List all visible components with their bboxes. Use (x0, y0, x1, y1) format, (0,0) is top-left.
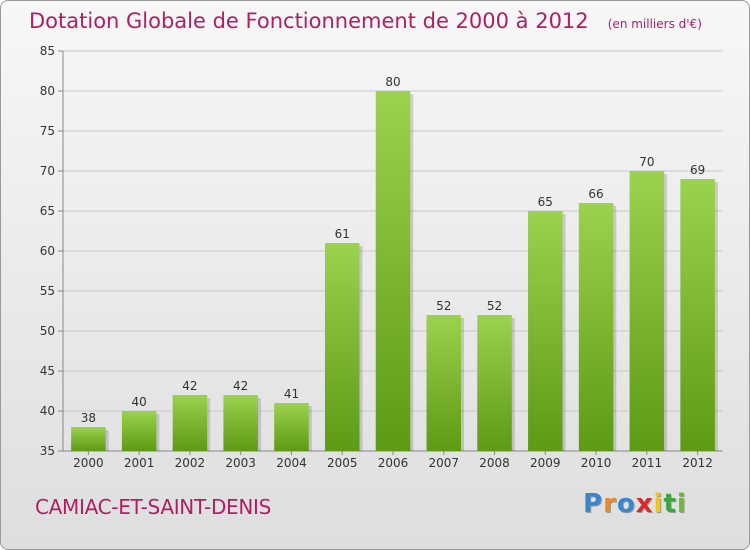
y-tick-label: 65 (40, 204, 55, 218)
bar (375, 91, 411, 451)
x-tick-label: 2000 (73, 456, 104, 470)
x-tick-label: 2012 (682, 456, 713, 470)
x-tick-label: 2007 (428, 456, 459, 470)
bar (274, 403, 309, 451)
chart-title: Dotation Globale de Fonctionnement de 20… (29, 9, 702, 33)
y-tick-label: 45 (40, 364, 55, 378)
y-tick-label: 50 (40, 324, 55, 338)
bar-value-label: 42 (182, 379, 197, 393)
bar (680, 179, 715, 451)
y-tick-label: 70 (40, 164, 55, 178)
x-tick-label: 2002 (175, 456, 206, 470)
x-tick-label: 2001 (124, 456, 155, 470)
bar (629, 171, 665, 451)
logo-letter: P (583, 489, 604, 519)
bar-value-label: 65 (538, 195, 553, 209)
logo-letter: i (676, 489, 687, 519)
x-tick-label: 2005 (327, 456, 358, 470)
y-tick-label: 35 (40, 444, 55, 458)
bar-value-label: 52 (487, 299, 502, 313)
x-tick-label: 2004 (276, 456, 307, 470)
bar (426, 315, 462, 451)
y-tick-label: 60 (40, 244, 55, 258)
x-tick-label: 2008 (479, 456, 510, 470)
y-tick-label: 80 (40, 84, 55, 98)
logo-letter: t (663, 489, 677, 519)
logo-letter: r (603, 489, 617, 519)
bar (528, 211, 563, 451)
bar-value-label: 41 (284, 387, 299, 401)
bar (71, 427, 106, 451)
bar (578, 203, 614, 451)
bar-value-label: 66 (588, 187, 603, 201)
unit-text: (en milliers d'€) (607, 17, 702, 31)
bar-value-label: 42 (233, 379, 248, 393)
y-tick-label: 55 (40, 284, 55, 298)
bar-value-label: 61 (335, 227, 350, 241)
proxiti-logo: Proxiti (583, 489, 687, 519)
bar (477, 315, 512, 451)
bar-value-label: 70 (639, 155, 654, 169)
logo-letter: x (635, 489, 654, 519)
y-tick-label: 85 (40, 44, 55, 58)
bar (172, 395, 208, 451)
x-tick-label: 2011 (632, 456, 663, 470)
bar-value-label: 69 (690, 163, 705, 177)
bar-value-label: 52 (436, 299, 451, 313)
logo-letter: i (653, 489, 664, 519)
bar (121, 411, 157, 451)
bar (324, 243, 360, 451)
x-tick-label: 2010 (581, 456, 612, 470)
x-tick-label: 2006 (378, 456, 409, 470)
bar (223, 395, 258, 451)
title-text: Dotation Globale de Fonctionnement de 20… (29, 9, 589, 33)
bar-value-label: 40 (132, 395, 147, 409)
commune-name: CAMIAC-ET-SAINT-DENIS (35, 495, 272, 519)
y-tick-label: 75 (40, 124, 55, 138)
bar-value-label: 38 (81, 411, 96, 425)
x-tick-label: 2009 (530, 456, 561, 470)
x-tick-label: 2003 (225, 456, 256, 470)
y-tick-label: 40 (40, 404, 55, 418)
bar-value-label: 80 (385, 75, 400, 89)
logo-letter: o (616, 489, 636, 519)
